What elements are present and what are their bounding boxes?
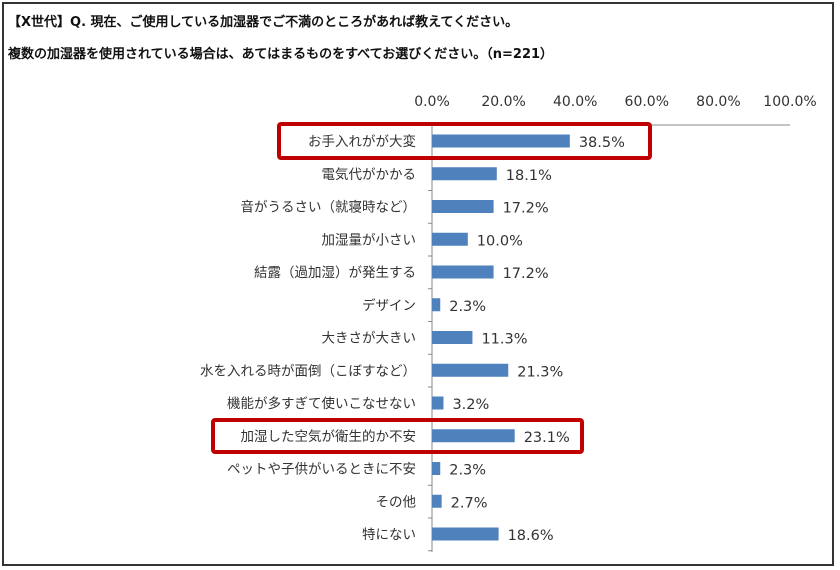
question-subtitle: 複数の加湿器を使用されている場合は、あてはまるものをすべてお選びください。（n=… — [8, 47, 554, 62]
data-label: 2.3% — [449, 463, 486, 479]
category-label: デザイン — [362, 297, 416, 314]
category-label: 結露（過加湿）が発生する — [254, 265, 416, 281]
bar — [432, 167, 497, 181]
category-label: 音がうるさい（就寝時など） — [241, 199, 417, 216]
bar — [432, 363, 509, 377]
data-label: 38.5% — [579, 135, 625, 151]
data-label: 21.3% — [517, 364, 563, 380]
x-tick-label: 80.0% — [696, 94, 740, 110]
category-label: ペットや子供がいるときに不安 — [227, 462, 416, 478]
bar — [432, 462, 441, 475]
bar — [432, 527, 499, 541]
category-label: 水を入れる時が面倒（こぼすなど） — [200, 363, 416, 379]
data-label: 2.3% — [449, 299, 486, 315]
data-label: 18.6% — [508, 528, 554, 544]
bar — [432, 396, 444, 410]
bar — [432, 134, 570, 148]
x-tick-label: 20.0% — [481, 94, 525, 110]
bar — [432, 200, 494, 213]
bar — [432, 331, 473, 344]
bar — [432, 429, 515, 443]
data-label: 23.1% — [524, 430, 570, 446]
bar — [432, 494, 442, 508]
bar — [432, 298, 441, 312]
highlight-box — [277, 122, 652, 160]
category-label: 加湿量が小さい — [322, 232, 417, 248]
category-label: 電気代がかかる — [322, 167, 417, 183]
data-label: 18.1% — [506, 168, 552, 184]
data-label: 10.0% — [477, 233, 523, 249]
x-tick-label: 0.0% — [414, 94, 450, 110]
bar — [432, 232, 468, 246]
bar — [432, 265, 494, 279]
data-label: 17.2% — [503, 201, 549, 217]
x-tick-label: 100.0% — [763, 94, 816, 110]
x-tick-label: 60.0% — [625, 94, 669, 110]
x-tick-label: 40.0% — [553, 94, 597, 110]
data-label: 17.2% — [503, 266, 549, 282]
category-label: 機能が多すぎて使いこなせない — [227, 395, 416, 412]
category-label: 特にない — [362, 527, 416, 543]
question-title: 【X世代】Q. 現在、ご使用している加湿器でご不満のところがあれば教えてください… — [8, 15, 519, 30]
data-label: 3.2% — [452, 397, 489, 413]
category-label: お手入れがが大変 — [308, 133, 416, 150]
category-label: 大きさが大きい — [322, 331, 417, 347]
category-label: その他 — [376, 494, 417, 510]
highlight-box — [211, 418, 584, 454]
data-label: 2.7% — [451, 495, 488, 511]
category-label: 加湿した空気が衛生的か不安 — [241, 429, 417, 445]
data-label: 11.3% — [481, 332, 527, 348]
